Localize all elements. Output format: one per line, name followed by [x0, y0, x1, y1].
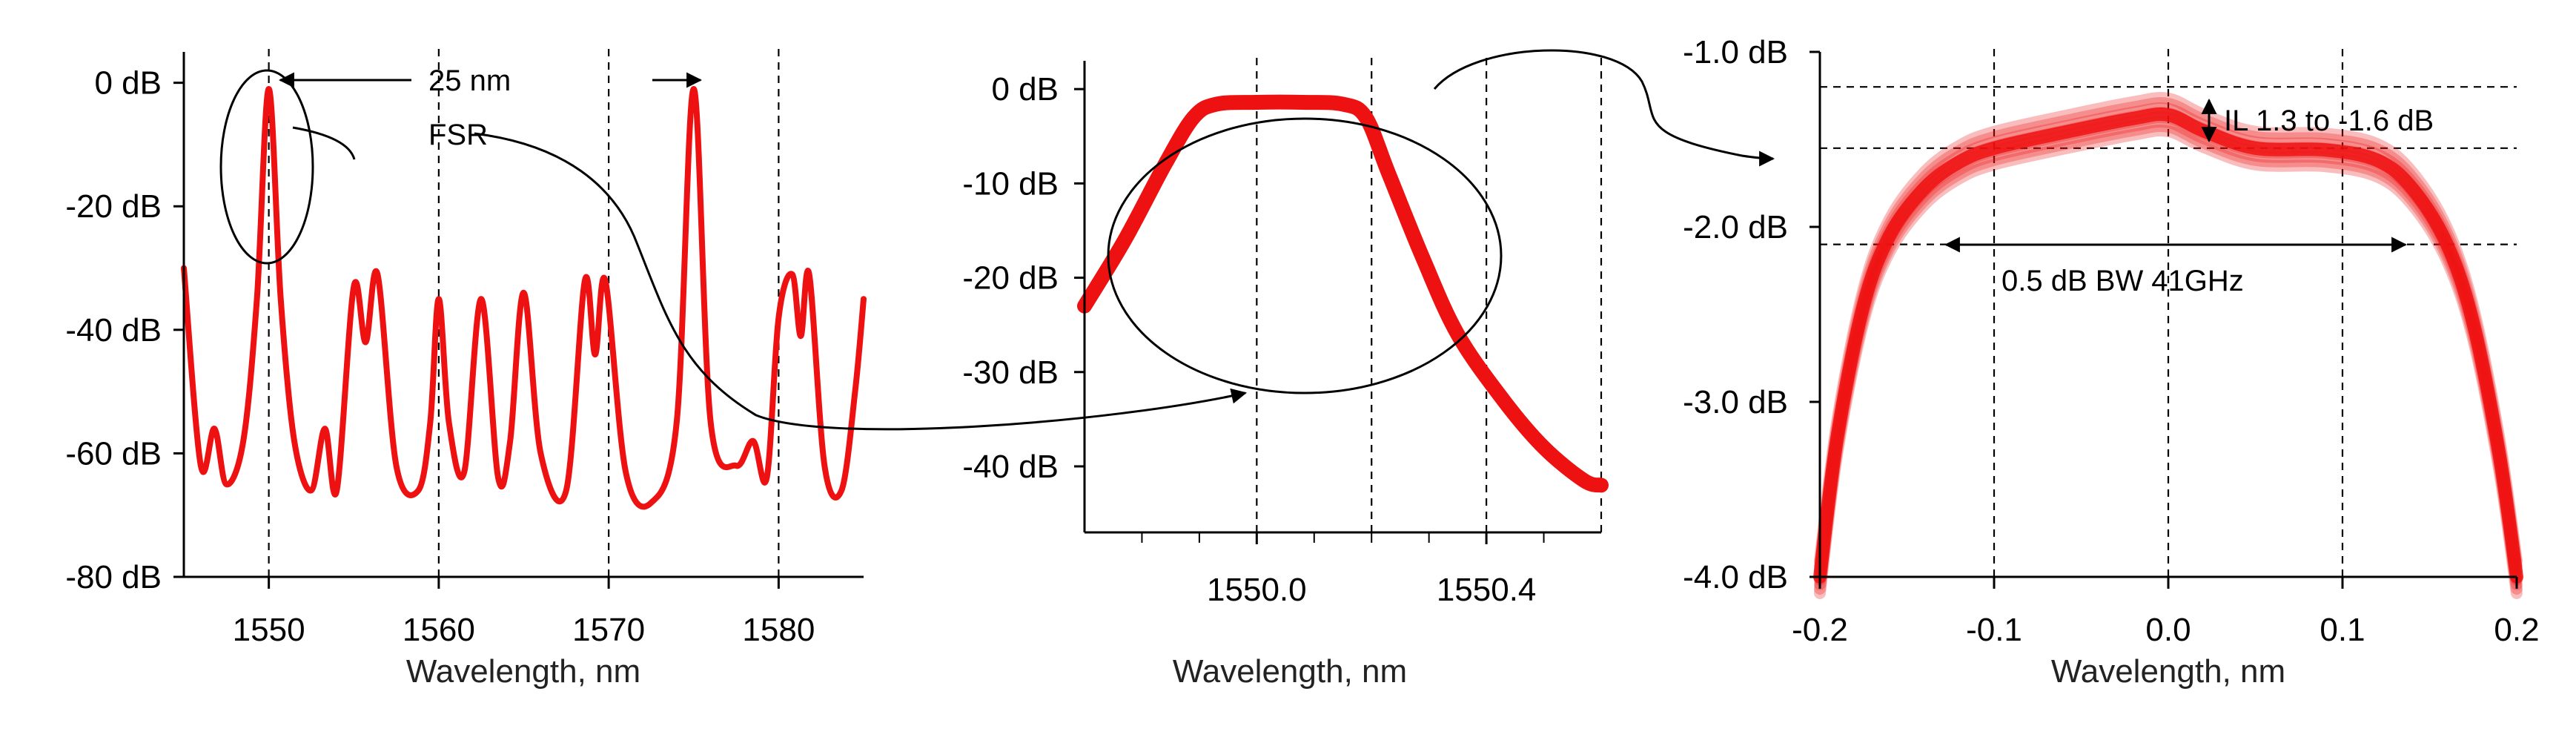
connector-arrow-1: [474, 132, 1248, 431]
y-tick-label-1: -10 dB: [962, 165, 1059, 202]
x-tick-label-0: 1550.0: [1207, 572, 1307, 608]
trace-core: [1813, 107, 2523, 584]
spectrum-x-ticks: 1550 1560 1570 1580: [233, 577, 815, 648]
spectrum-x-axis-title: Wavelength, nm: [406, 653, 640, 690]
y-tick-label-1: -2.0 dB: [1683, 209, 1788, 245]
passband-panel: 1550.0 1550.4 0 dB -10 dB -20 dB -30 dB -40 d…: [962, 55, 1609, 690]
spectrum-grid: [268, 46, 780, 577]
y-tick-label-0: 0 dB: [991, 71, 1059, 108]
x-tick-label-3: 0.1: [2320, 612, 2365, 648]
x-tick-label-2: 0.0: [2145, 612, 2191, 648]
passband-x-axis-title: Wavelength, nm: [1173, 653, 1407, 690]
passband-trace: [1077, 94, 1609, 493]
passband-detail-x-ticks: -0.2 -0.1 0.0 0.1 0.2: [1792, 577, 2540, 648]
x-tick-label-4: 0.2: [2494, 612, 2539, 648]
y-tick-label-2: -20 dB: [962, 260, 1059, 297]
y-tick-label-4: -80 dB: [65, 559, 162, 595]
x-tick-label-1: 1550.4: [1437, 572, 1537, 608]
y-tick-label-3: -60 dB: [65, 435, 162, 472]
passband-detail-trace: [1813, 91, 2523, 599]
spectrum-fsr-circle: [219, 69, 314, 265]
x-tick-label-0: -0.2: [1792, 612, 1848, 648]
bandwidth-label: 0.5 dB BW 41GHz: [2001, 265, 2244, 297]
passband-x-ticks: 1550.0 1550.4: [1141, 532, 1545, 608]
passband-detail-x-axis-title: Wavelength, nm: [2051, 653, 2285, 690]
y-tick-label-2: -3.0 dB: [1683, 384, 1788, 420]
trace-band-2: [1814, 102, 2523, 577]
x-tick-label-0: 1550: [233, 612, 305, 648]
y-tick-label-2: -40 dB: [65, 312, 162, 348]
y-tick-label-3: -30 dB: [962, 354, 1059, 391]
x-tick-label-3: 1580: [742, 612, 815, 648]
insertion-loss-label: IL 1.3 to -1.6 dB: [2224, 105, 2434, 137]
spectrum-fsr-pointer: [292, 126, 356, 160]
x-tick-label-1: 1560: [403, 612, 475, 648]
passband-y-ticks: 0 dB -10 dB -20 dB -30 dB -40 dB: [962, 71, 1085, 485]
x-tick-label-1: -0.1: [1966, 612, 2022, 648]
x-tick-label-2: 1570: [572, 612, 645, 648]
connector-arrow-2: [1433, 49, 1775, 167]
y-tick-label-0: 0 dB: [94, 65, 162, 102]
y-tick-label-3: -4.0 dB: [1683, 559, 1788, 595]
y-tick-label-1: -20 dB: [65, 188, 162, 225]
spectrum-fsr-label: 25 nm: [428, 65, 511, 97]
passband-detail-panel: -0.2 -0.1 0.0 0.1 0.2 -1.0 dB-2.0 dB-3.0 dB-…: [1683, 34, 2539, 690]
y-tick-label-0: -1.0 dB: [1683, 34, 1788, 70]
passband-zoom-circle: [1107, 117, 1503, 394]
spectrum-panel: 1550 1560 1570 1580 0 dB -20 dB -40 dB -60 dB -…: [65, 46, 867, 690]
passband-detail-y-ticks: -1.0 dB -2.0 dB -3.0 dB -4.0 dB: [1683, 34, 1820, 595]
y-tick-label-4: -40 dB: [962, 449, 1059, 485]
spectrum-y-ticks: 0 dB -20 dB -40 dB -60 dB -80 dB: [65, 65, 184, 595]
spectrum-trace: [181, 86, 867, 510]
